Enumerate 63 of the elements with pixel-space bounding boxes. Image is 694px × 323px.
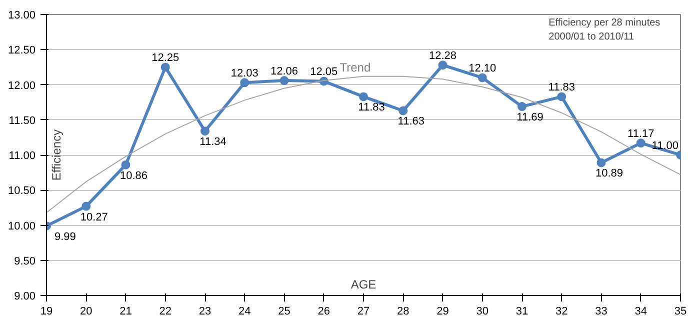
data-label: 11.17 <box>628 128 654 140</box>
point <box>240 78 250 88</box>
data-label: 12.05 <box>310 66 338 78</box>
data-label: 10.86 <box>120 170 148 182</box>
x-tick-label: 19 <box>40 306 53 318</box>
data-label: 11.00 <box>652 140 679 152</box>
x-axis-title: AGE <box>350 278 376 292</box>
data-label: 12.06 <box>270 66 298 78</box>
point <box>82 202 91 211</box>
y-tick-label: 9.00 <box>14 290 36 302</box>
x-tick-label: 24 <box>238 306 251 318</box>
x-tick-label: 29 <box>436 306 449 318</box>
x-tick-label: 31 <box>516 306 528 318</box>
point <box>121 160 130 170</box>
y-tick-label: 12.00 <box>8 80 36 92</box>
data-label: 12.25 <box>152 52 180 64</box>
data-label: 12.28 <box>428 50 457 62</box>
y-tick-label: 11.00 <box>8 150 36 162</box>
x-tick-label: 27 <box>357 306 370 318</box>
y-tick-label: 10.50 <box>8 185 36 198</box>
point <box>478 73 487 82</box>
y-tick-label: 9.50 <box>14 255 36 268</box>
y-tick-label: 12.50 <box>8 44 36 57</box>
point <box>557 92 566 102</box>
x-tick-label: 32 <box>556 306 568 318</box>
data-label: 11.34 <box>200 136 226 148</box>
x-tick-label: 22 <box>159 306 172 318</box>
data-label: 11.83 <box>548 82 575 94</box>
x-tick-label: 33 <box>595 306 608 318</box>
point <box>160 62 170 72</box>
data-label: 10.89 <box>595 168 624 180</box>
x-tick-label: 21 <box>120 306 132 318</box>
x-tick-label: 23 <box>198 306 212 318</box>
data-label: 9.99 <box>54 230 76 243</box>
line-series <box>46 76 680 214</box>
point <box>438 60 448 70</box>
point <box>280 76 289 86</box>
point <box>518 102 526 112</box>
data-label: 11.69 <box>516 112 544 124</box>
point <box>398 106 408 116</box>
y-tick-label: 10.00 <box>8 220 36 232</box>
chart-title: Efficiency per 28 minutes <box>548 18 660 28</box>
x-tick-label: 28 <box>397 306 410 318</box>
point <box>359 92 368 102</box>
text: 2000/01 to 2010/11 <box>548 32 635 42</box>
data-label: 12.10 <box>468 62 496 75</box>
y-tick-label: 11.50 <box>8 114 36 127</box>
x-tick-label: 34 <box>634 306 648 318</box>
data-label: 10.27 <box>80 211 108 224</box>
y-tick-label: 13.00 <box>8 10 36 22</box>
x-tick-label: 25 <box>278 306 290 318</box>
point <box>596 158 606 168</box>
point <box>200 126 210 136</box>
x-tick-label: 30 <box>476 306 489 318</box>
data-label: 11.83 <box>358 102 385 114</box>
data-label: 11.63 <box>398 116 424 128</box>
series-label: Trend <box>340 60 371 74</box>
x-tick-label: 20 <box>80 306 92 318</box>
point <box>636 138 646 148</box>
x-tick-label: 26 <box>318 306 330 318</box>
x-tick-label: 35 <box>674 306 687 318</box>
data-label: 12.03 <box>230 68 258 80</box>
y-axis-title: Efficiency <box>50 129 64 181</box>
